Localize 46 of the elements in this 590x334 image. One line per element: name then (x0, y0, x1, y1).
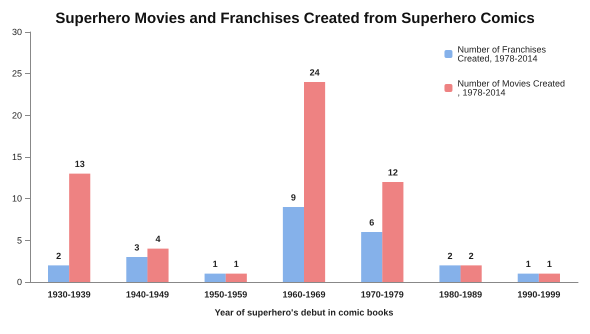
bar (460, 265, 482, 282)
data-label: 13 (74, 159, 85, 170)
bar (518, 274, 539, 282)
x-tick-label: 1950-1959 (204, 290, 248, 300)
data-label: 2 (56, 250, 62, 261)
bar (538, 274, 560, 282)
y-tick-label: 20 (12, 110, 22, 120)
data-label: 12 (388, 168, 398, 178)
y-tick-label: 30 (12, 27, 22, 37)
bar (147, 248, 169, 282)
legend-label: Number of Movies Created, 1978-2014 (457, 78, 566, 98)
y-tick-label: 5 (16, 235, 22, 246)
data-label: 1 (546, 259, 552, 270)
bar (126, 257, 148, 282)
x-tick-label: 1930-1939 (48, 290, 91, 300)
legend-label: Number of Franchises Created, 1978-2014 (457, 44, 549, 64)
data-label: 1 (526, 259, 531, 270)
data-label: 24 (310, 68, 320, 78)
data-label: 6 (369, 218, 374, 228)
data-label: 1 (212, 259, 218, 270)
bar (48, 265, 70, 282)
x-tick-label: 1960-1969 (282, 290, 326, 300)
bar (69, 174, 90, 282)
data-label: 3 (134, 242, 140, 252)
bar (204, 274, 226, 282)
x-tick-label: 1980-1989 (439, 290, 482, 300)
y-tick-label: 10 (12, 194, 22, 204)
data-label: 9 (290, 192, 296, 202)
y-tick-label: 0 (16, 277, 22, 287)
y-tick-label: 25 (12, 68, 22, 79)
x-tick-label: 1990-1999 (517, 290, 560, 300)
y-tick-label: 15 (12, 152, 22, 162)
data-label: 2 (468, 250, 474, 261)
x-tick-label: 1970-1979 (360, 290, 404, 300)
data-label: 1 (234, 259, 239, 270)
bar (304, 82, 326, 282)
chart-title: Superhero Movies and Franchises Created from Superhero Comics (55, 10, 535, 27)
bar (282, 207, 304, 282)
bar (226, 274, 247, 282)
bar (439, 265, 461, 282)
bar (382, 182, 404, 282)
data-label: 2 (447, 250, 453, 261)
x-tick-label: 1940-1949 (126, 290, 169, 300)
bar (361, 232, 382, 282)
data-label: 4 (155, 234, 161, 244)
x-axis-title: Year of superhero's debut in comic books (214, 308, 394, 318)
